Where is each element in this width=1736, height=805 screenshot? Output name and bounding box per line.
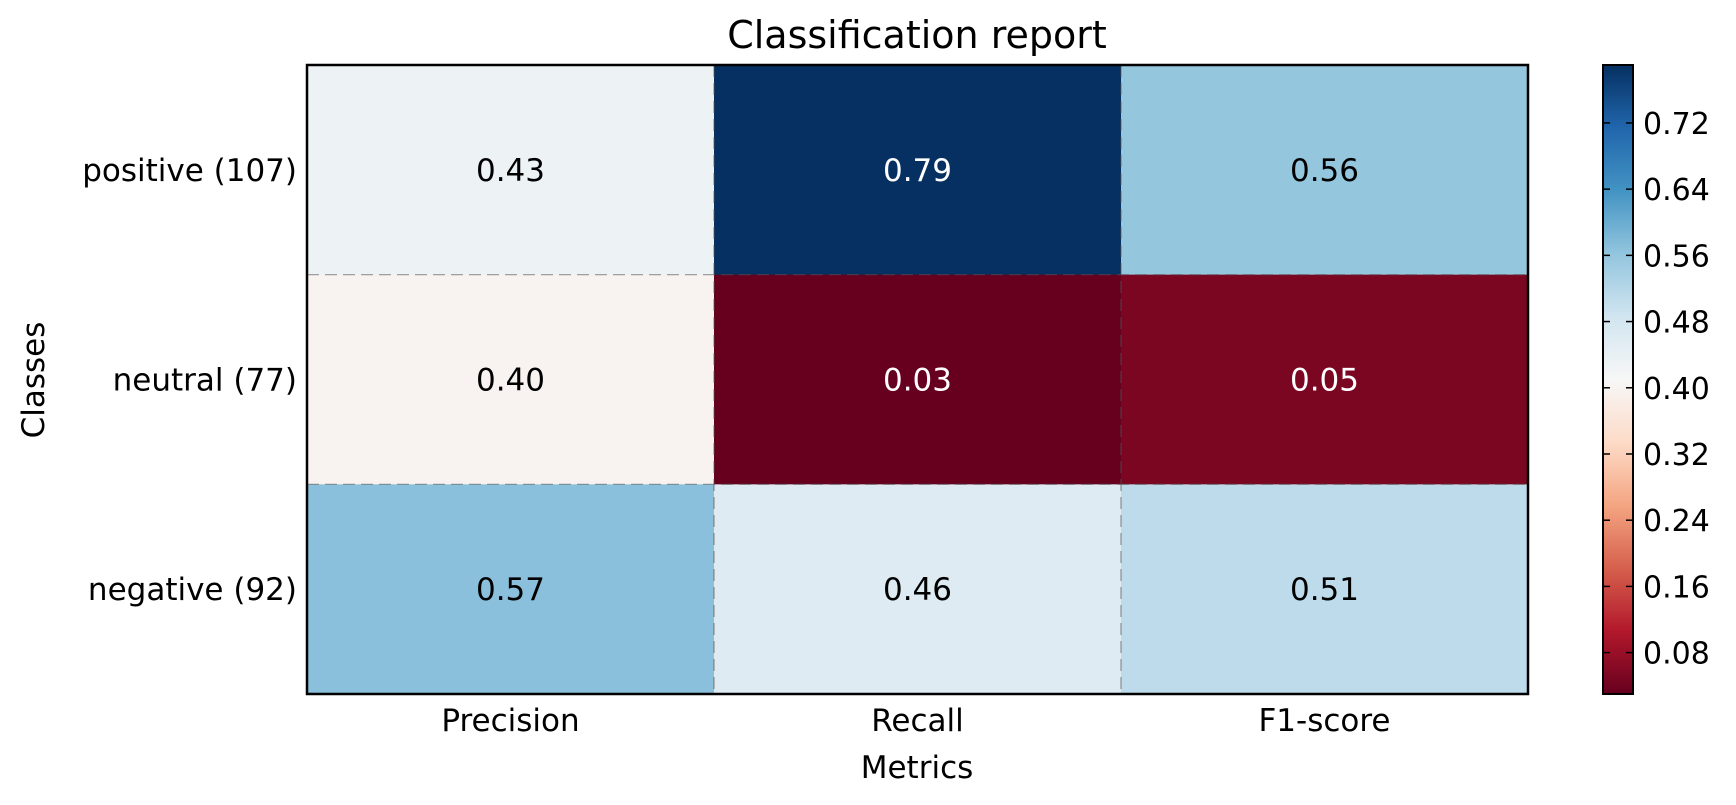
colorbar-tick-label: 0.32 bbox=[1643, 438, 1710, 473]
colorbar-gradient bbox=[1602, 64, 1634, 695]
y-axis-label: Classes bbox=[16, 322, 52, 439]
y-tick-label: neutral (77) bbox=[113, 363, 297, 399]
x-tick-label: F1-score bbox=[1258, 703, 1390, 739]
grid-lines bbox=[307, 65, 1528, 694]
heatmap-cells: 0.43 0.79 0.56 0.40 0.03 0.05 0.57 0.46 0.51 bbox=[307, 65, 1529, 695]
heatmap-cell bbox=[307, 484, 715, 695]
chart-title: Classification report bbox=[727, 13, 1107, 57]
colorbar-tick-label: 0.24 bbox=[1643, 504, 1710, 539]
colorbar: 0.08 0.16 0.24 0.32 0.40 0.48 0.56 0.64 0.72 bbox=[1602, 64, 1710, 695]
heatmap-cell bbox=[307, 274, 715, 485]
x-tick-labels: Precision Recall F1-score bbox=[441, 703, 1390, 739]
x-tick-label: Precision bbox=[441, 703, 579, 739]
cell-value-label: 0.43 bbox=[476, 153, 545, 189]
heatmap-cell bbox=[714, 65, 1122, 276]
cell-value-label: 0.03 bbox=[883, 363, 952, 399]
colorbar-tick-label: 0.72 bbox=[1643, 107, 1710, 142]
colorbar-tick-label: 0.56 bbox=[1643, 239, 1710, 274]
cell-value-label: 0.05 bbox=[1290, 363, 1359, 399]
colorbar-ticks: 0.08 0.16 0.24 0.32 0.40 0.48 0.56 0.64 0.72 bbox=[1603, 107, 1710, 672]
heatmap-cell bbox=[714, 274, 1122, 485]
y-tick-label: positive (107) bbox=[82, 153, 297, 189]
x-tick-label: Recall bbox=[871, 703, 964, 739]
heatmap-cell bbox=[307, 65, 715, 276]
heatmap-cell bbox=[1121, 65, 1529, 276]
heatmap-cell bbox=[714, 484, 1122, 695]
colorbar-tick-label: 0.08 bbox=[1643, 637, 1710, 672]
cell-value-label: 0.56 bbox=[1290, 153, 1359, 189]
colorbar-tick-label: 0.48 bbox=[1643, 306, 1710, 341]
colorbar-tick-label: 0.16 bbox=[1643, 570, 1710, 605]
plot-frame bbox=[305, 63, 1530, 696]
cell-value-label: 0.46 bbox=[883, 572, 952, 608]
colorbar-tick-label: 0.64 bbox=[1643, 173, 1710, 208]
heatmap-cell bbox=[1121, 274, 1529, 485]
y-tick-label: negative (92) bbox=[88, 572, 297, 608]
cell-value-label: 0.79 bbox=[883, 153, 952, 189]
heatmap-cell bbox=[1121, 484, 1529, 695]
x-axis-label: Metrics bbox=[861, 750, 974, 786]
cell-value-label: 0.51 bbox=[1290, 572, 1359, 608]
colorbar-tick-label: 0.40 bbox=[1643, 372, 1710, 407]
cell-value-label: 0.40 bbox=[476, 363, 545, 399]
cell-value-label: 0.57 bbox=[476, 572, 545, 608]
y-tick-labels: positive (107) neutral (77) negative (92) bbox=[82, 153, 297, 608]
